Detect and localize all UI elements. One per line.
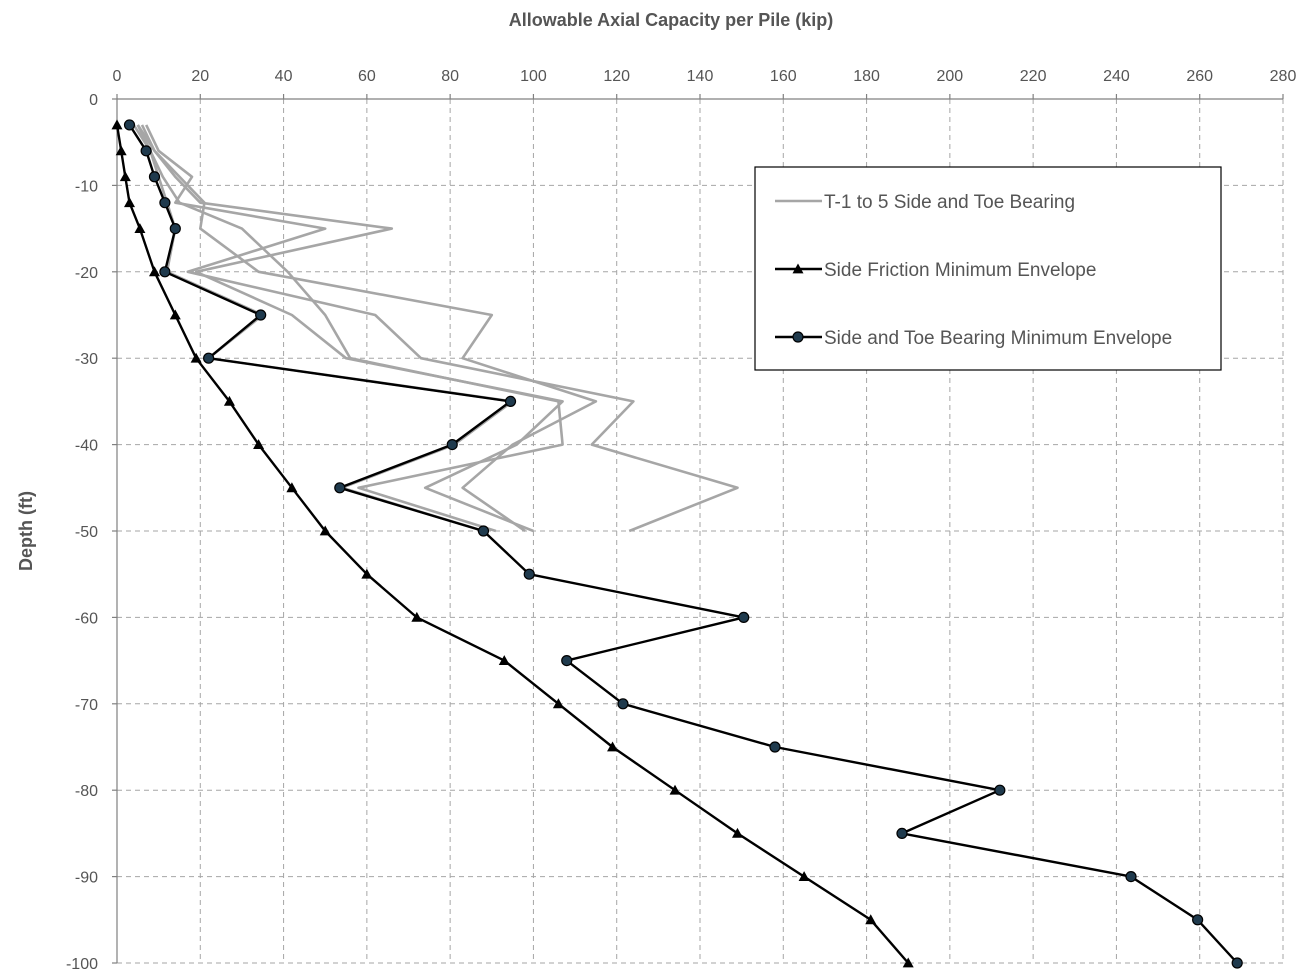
series-line: [128, 124, 1239, 964]
x-tick-label: 100: [520, 68, 547, 85]
y-axis-title: Depth (ft): [16, 491, 36, 571]
triangle-marker: [865, 914, 877, 925]
x-tick-label: 40: [275, 68, 293, 85]
x-tick-label: 200: [937, 68, 964, 85]
series-line: [140, 124, 564, 533]
legend-entry: Side Friction Minimum Envelope: [775, 260, 1096, 281]
legend-label: T-1 to 5 Side and Toe Bearing: [824, 192, 1075, 213]
y-tick-label: -80: [75, 783, 98, 800]
series-line: [132, 124, 564, 533]
x-tick-label: 240: [1103, 68, 1130, 85]
triangle-marker: [411, 611, 423, 622]
triangle-marker: [798, 871, 810, 881]
triangle-marker: [190, 352, 202, 363]
triangle-marker: [792, 263, 804, 274]
triangle-marker: [111, 119, 123, 130]
x-tick-label: 160: [770, 68, 797, 85]
triangle-marker: [902, 957, 914, 968]
triangle-marker: [552, 698, 564, 709]
side-toe-series: [123, 119, 1243, 969]
circle-marker: [1125, 870, 1137, 883]
triangle-marker: [115, 145, 127, 156]
triangle-marker: [669, 784, 681, 795]
gray-series: [140, 124, 564, 533]
y-tick-label: -20: [75, 265, 98, 282]
triangle-marker: [498, 655, 510, 665]
x-tick-label: 60: [358, 68, 376, 85]
circle-marker: [561, 654, 573, 667]
circle-marker: [203, 352, 215, 364]
axes: 0 20 40 60 80 100 120 140 160 180 200 220 240 260 280 0…: [66, 68, 1297, 973]
circle-marker: [477, 525, 490, 537]
legend-box: [754, 166, 1222, 371]
y-tick-label: -10: [75, 178, 98, 195]
circle-marker: [159, 266, 171, 278]
circle-marker: [334, 482, 346, 494]
triangle-marker: [286, 482, 298, 493]
circle-marker: [446, 439, 458, 451]
y-tick-label: -50: [75, 524, 98, 541]
legend-entry: T-1 to 5 Side and Toe Bearing: [775, 192, 1075, 213]
side-friction-series: [111, 119, 914, 968]
circle-marker: [769, 741, 781, 753]
legend-entry: Side and Toe Bearing Minimum Envelope: [775, 328, 1172, 349]
legend-label: Side Friction Minimum Envelope: [824, 260, 1096, 281]
triangle-marker: [319, 525, 331, 536]
triangle-marker: [134, 223, 146, 233]
legend: T-1 to 5 Side and Toe Bearing Side Fricti…: [754, 166, 1222, 371]
triangle-marker: [731, 827, 743, 838]
triangle-marker: [607, 741, 619, 752]
y-tick-label: 0: [89, 92, 98, 109]
y-tick-label: -100: [66, 956, 98, 972]
series-line: [145, 124, 739, 533]
x-tick-label: 20: [191, 68, 209, 85]
gray-series: [145, 124, 739, 533]
circle-marker: [169, 223, 181, 235]
circle-marker: [994, 784, 1006, 796]
circle-marker: [738, 611, 750, 624]
x-tick-label: 0: [113, 68, 122, 85]
series-line: [136, 124, 598, 533]
triangle-marker: [123, 197, 135, 208]
triangle-marker: [361, 568, 373, 579]
circle-marker: [504, 395, 517, 407]
triangle-marker: [148, 266, 160, 277]
x-tick-label: 140: [687, 68, 714, 85]
x-axis-title: Allowable Axial Capacity per Pile (kip): [509, 10, 833, 30]
x-tick-label: 180: [853, 68, 880, 85]
gray-series: [136, 124, 598, 533]
gray-series: [132, 124, 564, 533]
x-tick-label: 260: [1186, 68, 1213, 85]
circle-marker: [148, 171, 161, 183]
y-tick-label: -40: [75, 438, 98, 455]
circle-marker: [159, 197, 171, 209]
x-tick-label: 120: [603, 68, 630, 85]
y-tick-label: -90: [75, 870, 98, 887]
series-line: [115, 124, 910, 964]
x-tick-label: 220: [1020, 68, 1047, 85]
circle-marker: [523, 568, 535, 580]
circle-marker: [140, 145, 152, 157]
legend-label: Side and Toe Bearing Minimum Envelope: [824, 328, 1172, 349]
triangle-marker: [253, 439, 265, 449]
triangle-marker: [169, 309, 181, 320]
x-tick-label: 80: [441, 68, 459, 85]
series-group: [111, 119, 1243, 969]
circle-marker: [896, 827, 908, 840]
circle-marker: [255, 309, 267, 321]
circle-marker: [123, 119, 136, 131]
triangle-marker: [223, 395, 235, 406]
circle-marker: [1192, 914, 1204, 926]
triangle-marker: [119, 171, 131, 182]
y-tick-label: -30: [75, 351, 98, 368]
circle-marker: [617, 698, 629, 710]
circle-marker: [1231, 957, 1243, 969]
y-tick-label: -70: [75, 697, 98, 714]
circle-marker: [792, 331, 804, 343]
x-tick-label: 280: [1270, 68, 1297, 85]
y-tick-label: -60: [75, 610, 98, 627]
